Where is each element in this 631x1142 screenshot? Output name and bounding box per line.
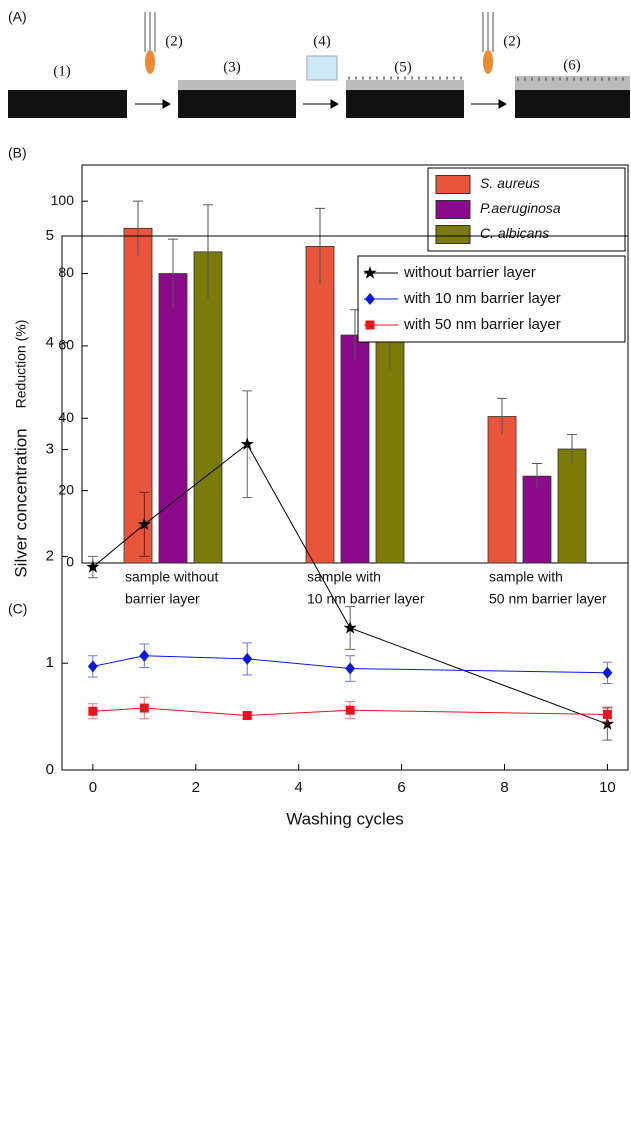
legend-swatch — [435, 225, 471, 244]
y-tick-label: 0 — [66, 554, 74, 570]
solution-box — [306, 55, 338, 81]
step-label: (1) — [53, 63, 71, 79]
marker — [139, 703, 149, 713]
marker — [240, 437, 254, 450]
y-tick-label: 40 — [58, 409, 74, 425]
marker — [87, 660, 98, 673]
x-tick-label: barrier layer — [125, 591, 200, 607]
step-label: (2) — [165, 33, 183, 49]
y-tick-label: 4 — [46, 334, 54, 351]
panel-labels: (A) (B) (C) — [8, 9, 27, 617]
y-axis-label: Reduction (%) — [13, 320, 29, 409]
x-tick-label: sample with — [489, 569, 563, 585]
x-tick-label: sample with — [307, 569, 381, 585]
legend-label: with 50 nm barrier layer — [403, 316, 561, 333]
bar — [193, 251, 223, 564]
legend-swatch — [435, 200, 471, 219]
plasma-torch — [144, 12, 494, 74]
legend-label: C. albicans — [480, 225, 549, 241]
x-tick-label: 10 nm barrier layer — [307, 591, 425, 607]
arrows — [135, 99, 508, 109]
step-label: (2) — [503, 33, 521, 49]
step-label: (3) — [223, 59, 241, 75]
error-bar — [168, 238, 178, 308]
bar — [123, 227, 153, 564]
x-tick-label: 50 nm barrier layer — [489, 591, 607, 607]
bar — [305, 246, 335, 564]
y-tick-label: 1 — [46, 654, 54, 671]
x-tick-label: 0 — [89, 779, 97, 796]
marker — [137, 517, 151, 530]
y-tick-label: 5 — [46, 227, 54, 244]
panel-label: (C) — [8, 601, 27, 617]
legend-swatch — [435, 175, 471, 194]
substrate — [178, 90, 296, 118]
bar — [340, 334, 370, 564]
substrate — [346, 90, 464, 118]
bar — [487, 416, 517, 564]
marker — [345, 662, 356, 675]
x-tick-label: 2 — [192, 779, 200, 796]
step-label: (4) — [313, 33, 331, 49]
error-bar — [203, 204, 213, 299]
panel-label: (A) — [8, 9, 27, 25]
marker — [343, 621, 357, 634]
legend-label: with 10 nm barrier layer — [403, 290, 561, 307]
process-diagram: (1) (2) (3) (4) (5) (2) (6) — [8, 12, 630, 118]
bar — [158, 273, 188, 564]
y-tick-label: 0 — [46, 761, 54, 778]
substrate — [8, 90, 127, 118]
x-tick-label: 6 — [397, 779, 405, 796]
marker — [602, 709, 612, 719]
error-bar — [532, 463, 542, 489]
marker — [139, 649, 150, 662]
error-bar — [133, 200, 143, 256]
x-tick-label: 10 — [599, 779, 616, 796]
step-label: (5) — [394, 59, 412, 75]
panel-label: (B) — [8, 145, 27, 161]
y-tick-label: 80 — [58, 264, 74, 280]
legend-marker — [363, 266, 377, 279]
x-tick-label: 8 — [500, 779, 508, 796]
y-tick-label: 60 — [58, 337, 74, 353]
error-bar — [315, 207, 325, 285]
error-bar — [497, 397, 507, 435]
marker — [242, 652, 253, 665]
y-tick-label: 100 — [51, 192, 75, 208]
marker — [86, 560, 100, 573]
error-bar — [567, 434, 577, 464]
y-tick-label: 3 — [46, 441, 54, 458]
bar — [557, 448, 587, 564]
marker — [602, 666, 613, 679]
legend-label: without barrier layer — [403, 264, 536, 281]
marker — [242, 711, 252, 721]
coating-layer — [346, 80, 464, 90]
y-tick-label: 2 — [46, 547, 54, 564]
y-tick-label: 20 — [58, 481, 74, 497]
marker — [600, 717, 615, 730]
legend-label: P.aeruginosa — [480, 200, 561, 216]
y-axis-label: Silver concentration — [11, 428, 30, 577]
marker — [88, 706, 98, 716]
bar — [522, 475, 552, 564]
plot-frame — [61, 235, 629, 771]
substrate — [515, 90, 630, 118]
step-label: (6) — [563, 57, 581, 73]
x-tick-label: sample without — [125, 569, 218, 585]
legend-box — [357, 255, 626, 343]
marker — [345, 705, 355, 715]
legend-marker — [365, 293, 375, 305]
x-axis-label: Washing cycles — [286, 809, 403, 828]
coating-layer — [178, 80, 296, 90]
legend-label: S. aureus — [480, 175, 540, 191]
legend-marker — [365, 320, 375, 330]
x-tick-label: 4 — [295, 779, 303, 796]
